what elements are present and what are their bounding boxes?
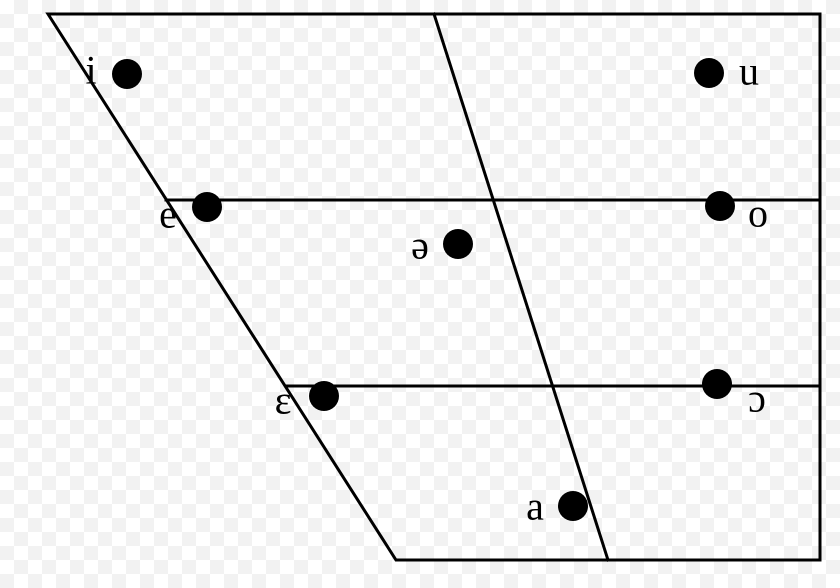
vowel-dot-a — [558, 491, 588, 521]
vowel-label-a: a — [526, 483, 544, 530]
vowel-label-schwa: ə — [411, 222, 429, 269]
vowel-label-o: o — [748, 190, 768, 237]
vowel-trapezoid — [48, 14, 820, 560]
trapezoid-frame — [48, 14, 820, 560]
vowel-label-u: u — [739, 48, 759, 95]
vowel-dot-u — [694, 58, 724, 88]
vowel-chart-svg — [0, 0, 840, 588]
vowel-dot-o — [705, 191, 735, 221]
vowel-dot-schwa — [443, 229, 473, 259]
vowel-dot-open-o — [702, 369, 732, 399]
vowel-label-i: i — [85, 47, 96, 94]
vowel-dot-epsilon — [309, 381, 339, 411]
vowel-dot-e — [192, 192, 222, 222]
vowel-dot-i — [112, 59, 142, 89]
mid-column-line — [434, 14, 608, 560]
vowel-dots — [112, 58, 735, 521]
vowel-label-epsilon: ɛ — [275, 377, 292, 424]
vowel-label-e: e — [159, 191, 177, 238]
vowel-label-open-o: ɔ — [748, 375, 766, 422]
